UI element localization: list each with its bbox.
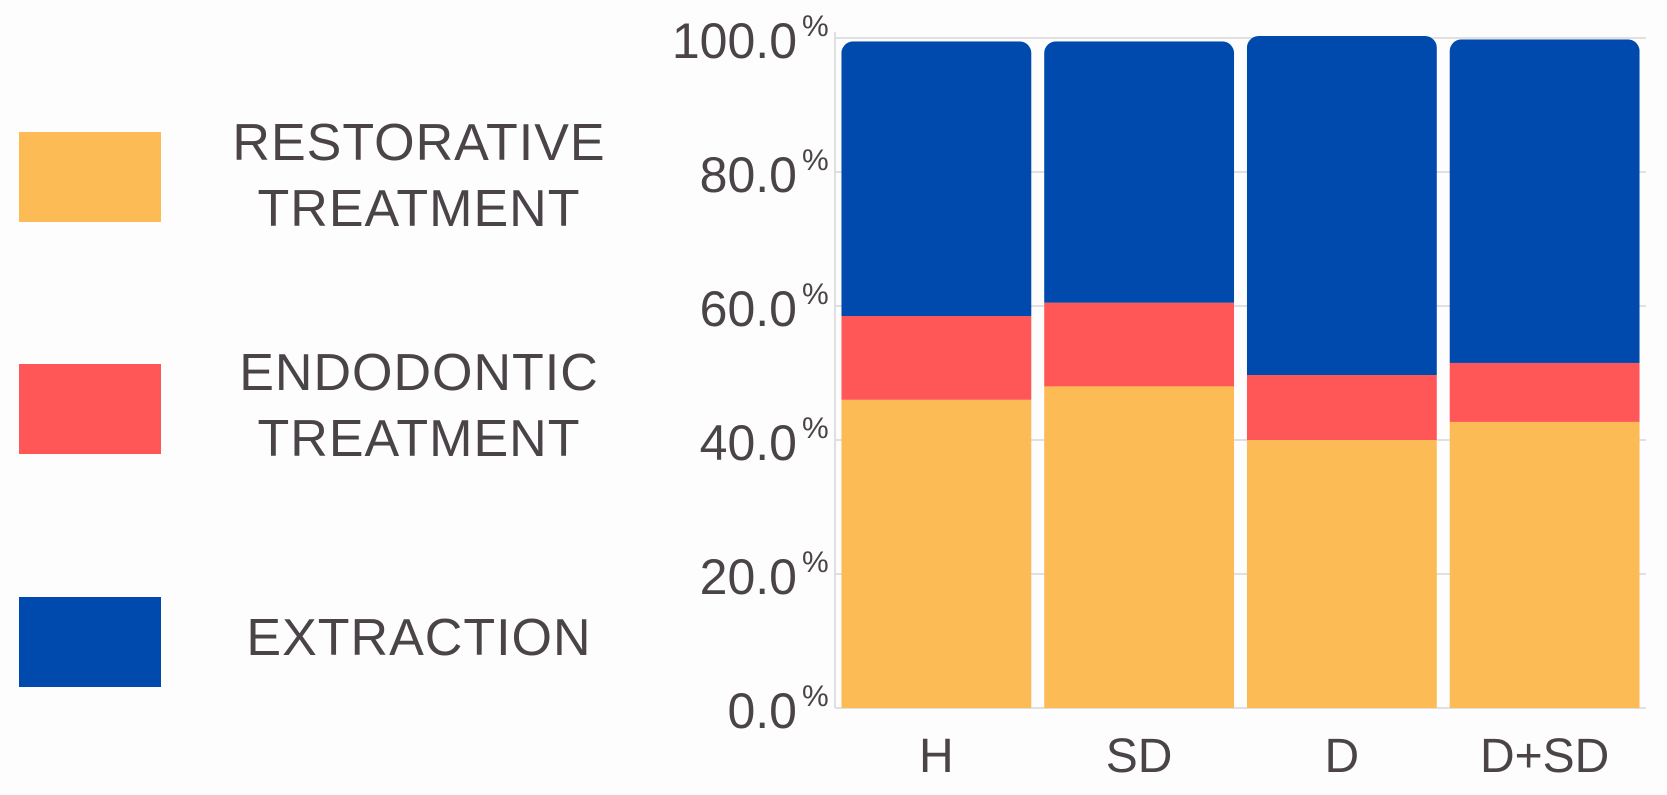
y-tick-unit: % [802, 278, 829, 311]
y-tick-label: 0.0 [727, 683, 797, 739]
bar-segment-extraction [1044, 41, 1235, 303]
bar-segment-restorative [841, 399, 1032, 708]
legend-label-line2: TREATMENT [257, 180, 581, 238]
bars [841, 35, 1640, 708]
x-tick-label: D [1325, 730, 1360, 783]
legend-label-line2: TREATMENT [257, 410, 581, 468]
legend-label-line1: RESTORATIVE [232, 114, 606, 172]
legend-swatch-extraction [19, 597, 161, 687]
y-tick-label: 100.0 [672, 13, 797, 69]
x-tick-label: H [919, 730, 954, 783]
bar-stack-H [841, 41, 1032, 708]
bar-segment-endodontic [1449, 362, 1640, 422]
bar-segment-extraction [1246, 35, 1437, 376]
y-tick-unit: % [802, 10, 829, 43]
y-axis: 0.0 %20.0 %40.0 %60.0 %80.0 %100.0% [672, 10, 829, 739]
legend-label-endodontic: ENDODONTIC TREATMENT [219, 340, 619, 472]
legend-label-line1: EXTRACTION [246, 609, 592, 667]
y-tick-unit: % [802, 680, 829, 713]
legend-item-extraction: EXTRACTION [19, 575, 619, 687]
bar-segment-restorative [1044, 386, 1235, 708]
bar-stack-SD [1044, 41, 1235, 708]
bar-segment-endodontic [1246, 375, 1437, 440]
x-tick-label: SD [1106, 730, 1173, 783]
x-axis: H SD D D+SD [919, 730, 1609, 783]
legend-swatch-endodontic [19, 364, 161, 454]
bar-stack-D+SD [1449, 39, 1640, 708]
bar-segment-restorative [1449, 421, 1640, 708]
x-tick-label: D+SD [1480, 730, 1609, 783]
legend-label-restorative: RESTORATIVE TREATMENT [219, 110, 619, 242]
y-tick-unit: % [802, 412, 829, 445]
bar-segment-extraction [841, 41, 1032, 317]
bar-stack-D [1246, 35, 1437, 708]
y-tick-unit: % [802, 546, 829, 579]
legend-item-endodontic: ENDODONTIC TREATMENT [19, 342, 619, 468]
y-tick-label: 20.0 [700, 549, 797, 605]
legend-label-line1: ENDODONTIC [239, 344, 599, 402]
legend: RESTORATIVE TREATMENT ENDODONTIC TREATME… [0, 0, 620, 795]
bar-segment-endodontic [1044, 302, 1235, 387]
legend-swatch-restorative [19, 132, 161, 222]
legend-item-restorative: RESTORATIVE TREATMENT [19, 110, 619, 238]
y-tick-label: 60.0 [700, 281, 797, 337]
y-tick-unit: % [802, 144, 829, 177]
bar-segment-restorative [1246, 440, 1437, 708]
y-tick-label: 40.0 [700, 415, 797, 471]
bar-segment-endodontic [841, 316, 1032, 400]
legend-label-extraction: EXTRACTION [219, 605, 619, 671]
bar-segment-extraction [1449, 39, 1640, 363]
y-tick-label: 80.0 [700, 147, 797, 203]
